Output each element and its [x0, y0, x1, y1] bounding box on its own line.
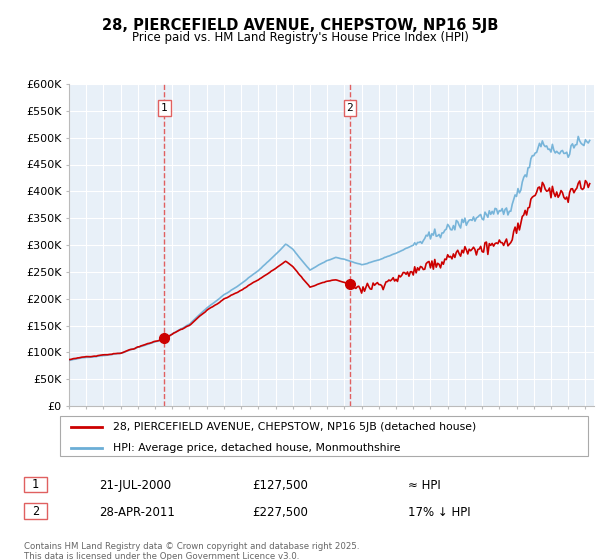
Text: 28-APR-2011: 28-APR-2011	[99, 506, 175, 519]
Text: Contains HM Land Registry data © Crown copyright and database right 2025.
This d: Contains HM Land Registry data © Crown c…	[24, 542, 359, 560]
Text: HPI: Average price, detached house, Monmouthshire: HPI: Average price, detached house, Monm…	[113, 442, 400, 452]
Text: Price paid vs. HM Land Registry's House Price Index (HPI): Price paid vs. HM Land Registry's House …	[131, 31, 469, 44]
Text: 2: 2	[347, 103, 353, 113]
Text: ≈ HPI: ≈ HPI	[408, 479, 441, 492]
Text: 28, PIERCEFIELD AVENUE, CHEPSTOW, NP16 5JB (detached house): 28, PIERCEFIELD AVENUE, CHEPSTOW, NP16 5…	[113, 422, 476, 432]
FancyBboxPatch shape	[24, 503, 47, 519]
Text: 1: 1	[32, 478, 39, 491]
Text: 17% ↓ HPI: 17% ↓ HPI	[408, 506, 470, 519]
Text: £227,500: £227,500	[252, 506, 308, 519]
Text: £127,500: £127,500	[252, 479, 308, 492]
Text: 2: 2	[32, 505, 39, 518]
FancyBboxPatch shape	[24, 477, 47, 492]
Text: 1: 1	[161, 103, 168, 113]
Text: 28, PIERCEFIELD AVENUE, CHEPSTOW, NP16 5JB: 28, PIERCEFIELD AVENUE, CHEPSTOW, NP16 5…	[102, 18, 498, 33]
Text: 21-JUL-2000: 21-JUL-2000	[99, 479, 171, 492]
FancyBboxPatch shape	[60, 416, 588, 456]
